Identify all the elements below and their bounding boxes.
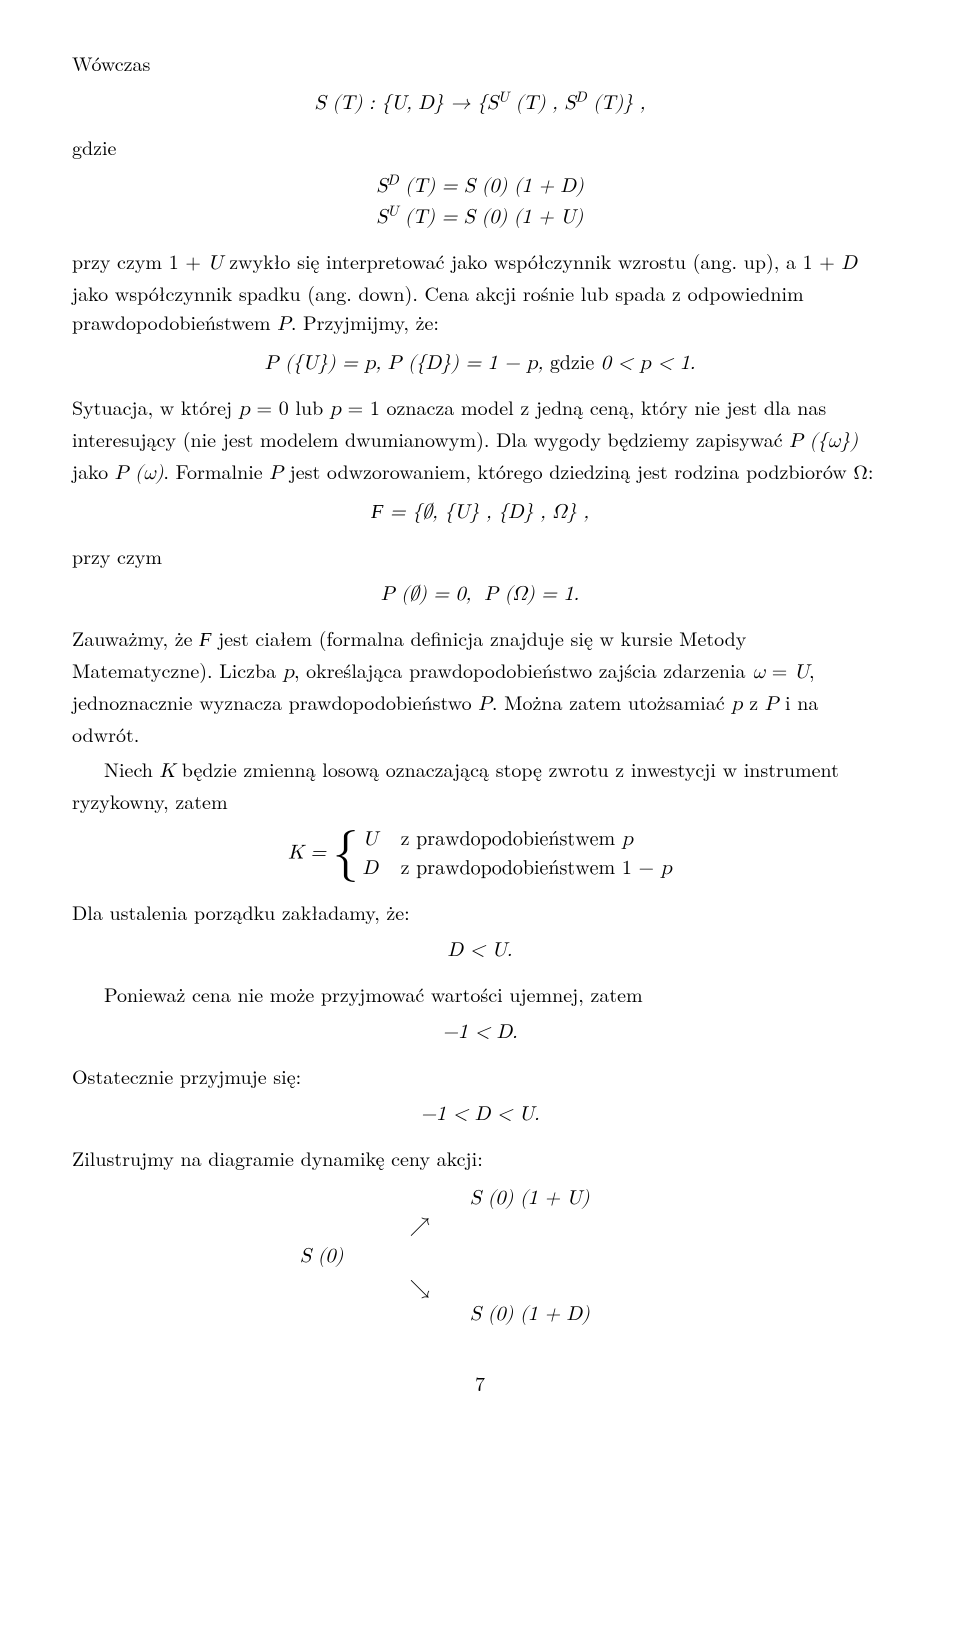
text: przy czym: [72, 541, 162, 570]
text: Ponieważ cena nie może przyjmować wartoś…: [104, 979, 643, 1008]
paragraph-przyczym: przy czym: [72, 541, 888, 570]
equation-minus1D: −1 < D.: [72, 1018, 888, 1047]
page-number: 7: [72, 1368, 888, 1397]
eq-line-SU: SU (T) = S (0) (1 + U): [376, 207, 583, 227]
text: Niech K będzie zmienną losową oznaczając…: [72, 754, 839, 815]
equation-minus1DU: −1 < D < U.: [72, 1100, 888, 1129]
paragraph-10: Ostatecznie przyjmuje się:: [72, 1061, 888, 1090]
equation-prob: P ({U}) = p, P ({D}) = 1 − p, gdzie 0 < …: [72, 349, 888, 378]
equation-DU: D < U.: [72, 936, 888, 965]
paragraph-6: Zauważmy, że F jest ciałem (formalna def…: [72, 623, 888, 748]
equation-mapping: S (T) : {U, D} → {SU (T) , SD (T)} ,: [72, 87, 888, 118]
equation-SD-SU: SD (T) = S (0) (1 + D) SU (T) = S (0) (1…: [72, 171, 888, 232]
text: Wówczas: [72, 48, 150, 77]
case-sym-U: U: [363, 825, 391, 854]
math: S (T) : {U, D} → {SU (T) , SD (T)} ,: [315, 93, 646, 113]
paragraph-gdzie: gdzie: [72, 132, 888, 161]
arrow-up-icon: ↗: [410, 1212, 430, 1241]
text: Ostatecznie przyjmuje się:: [72, 1061, 301, 1090]
math: −1 < D.: [442, 1022, 517, 1042]
pageno-value: 7: [475, 1368, 485, 1397]
case-text-U: z prawdopodobieństwem p: [401, 825, 633, 854]
equation-family: F = {∅, {U} , {D} , Ω} ,: [72, 498, 888, 527]
price-diagram: S (0) ↗ ↘ S (0) (1 + U) S (0) (1 + D): [230, 1182, 730, 1332]
case-sym-D: D: [363, 854, 391, 883]
equation-Pnull: P (∅) = 0, P (Ω) = 1.: [72, 580, 888, 609]
math: −1 < D < U.: [420, 1104, 539, 1124]
diagram-node-bottom-right: S (0) (1 + D): [470, 1300, 590, 1329]
paragraph-4: Sytuacja, w której p = 0 lub p = 1 oznac…: [72, 392, 888, 488]
paragraph-11: Zilustrujmy na diagramie dynamikę ceny a…: [72, 1143, 888, 1172]
math: P ({U}) = p, P ({D}) = 1 − p, gdzie 0 < …: [265, 353, 696, 373]
eq-line-SD: SD (T) = S (0) (1 + D): [376, 176, 583, 196]
brace-left-icon: {: [333, 831, 359, 878]
math: D < U.: [448, 940, 513, 960]
text: Dla ustalenia porządku zakładamy, że:: [72, 897, 410, 926]
diagram-node-left: S (0): [300, 1242, 343, 1271]
math: F = {∅, {U} , {D} , Ω} ,: [371, 502, 589, 522]
paragraph-7: Niech K będzie zmienną losową oznaczając…: [72, 754, 888, 815]
paragraph-wowczas: Wówczas: [72, 48, 888, 77]
math: P (∅) = 0, P (Ω) = 1.: [381, 584, 579, 604]
paragraph-3: przy czym 1 + U zwykło się interpretować…: [72, 246, 888, 339]
text: Zauważmy, że F jest ciałem (formalna def…: [72, 623, 818, 748]
diagram-node-top-right: S (0) (1 + U): [470, 1184, 589, 1213]
eq-K-lhs: K =: [288, 842, 332, 862]
text: gdzie: [72, 132, 116, 161]
case-text-D: z prawdopodobieństwem 1 − p: [401, 854, 672, 883]
paragraph-8: Dla ustalenia porządku zakładamy, że:: [72, 897, 888, 926]
text: przy czym 1 + U zwykło się interpretować…: [72, 246, 857, 336]
paragraph-9: Ponieważ cena nie może przyjmować wartoś…: [72, 979, 888, 1008]
text: Sytuacja, w której p = 0 lub p = 1 oznac…: [72, 392, 873, 485]
arrow-down-icon: ↘: [410, 1274, 430, 1303]
equation-K-cases: K = { Uz prawdopodobieństwem p Dz prawdo…: [72, 825, 888, 883]
text: Zilustrujmy na diagramie dynamikę ceny a…: [72, 1143, 483, 1172]
